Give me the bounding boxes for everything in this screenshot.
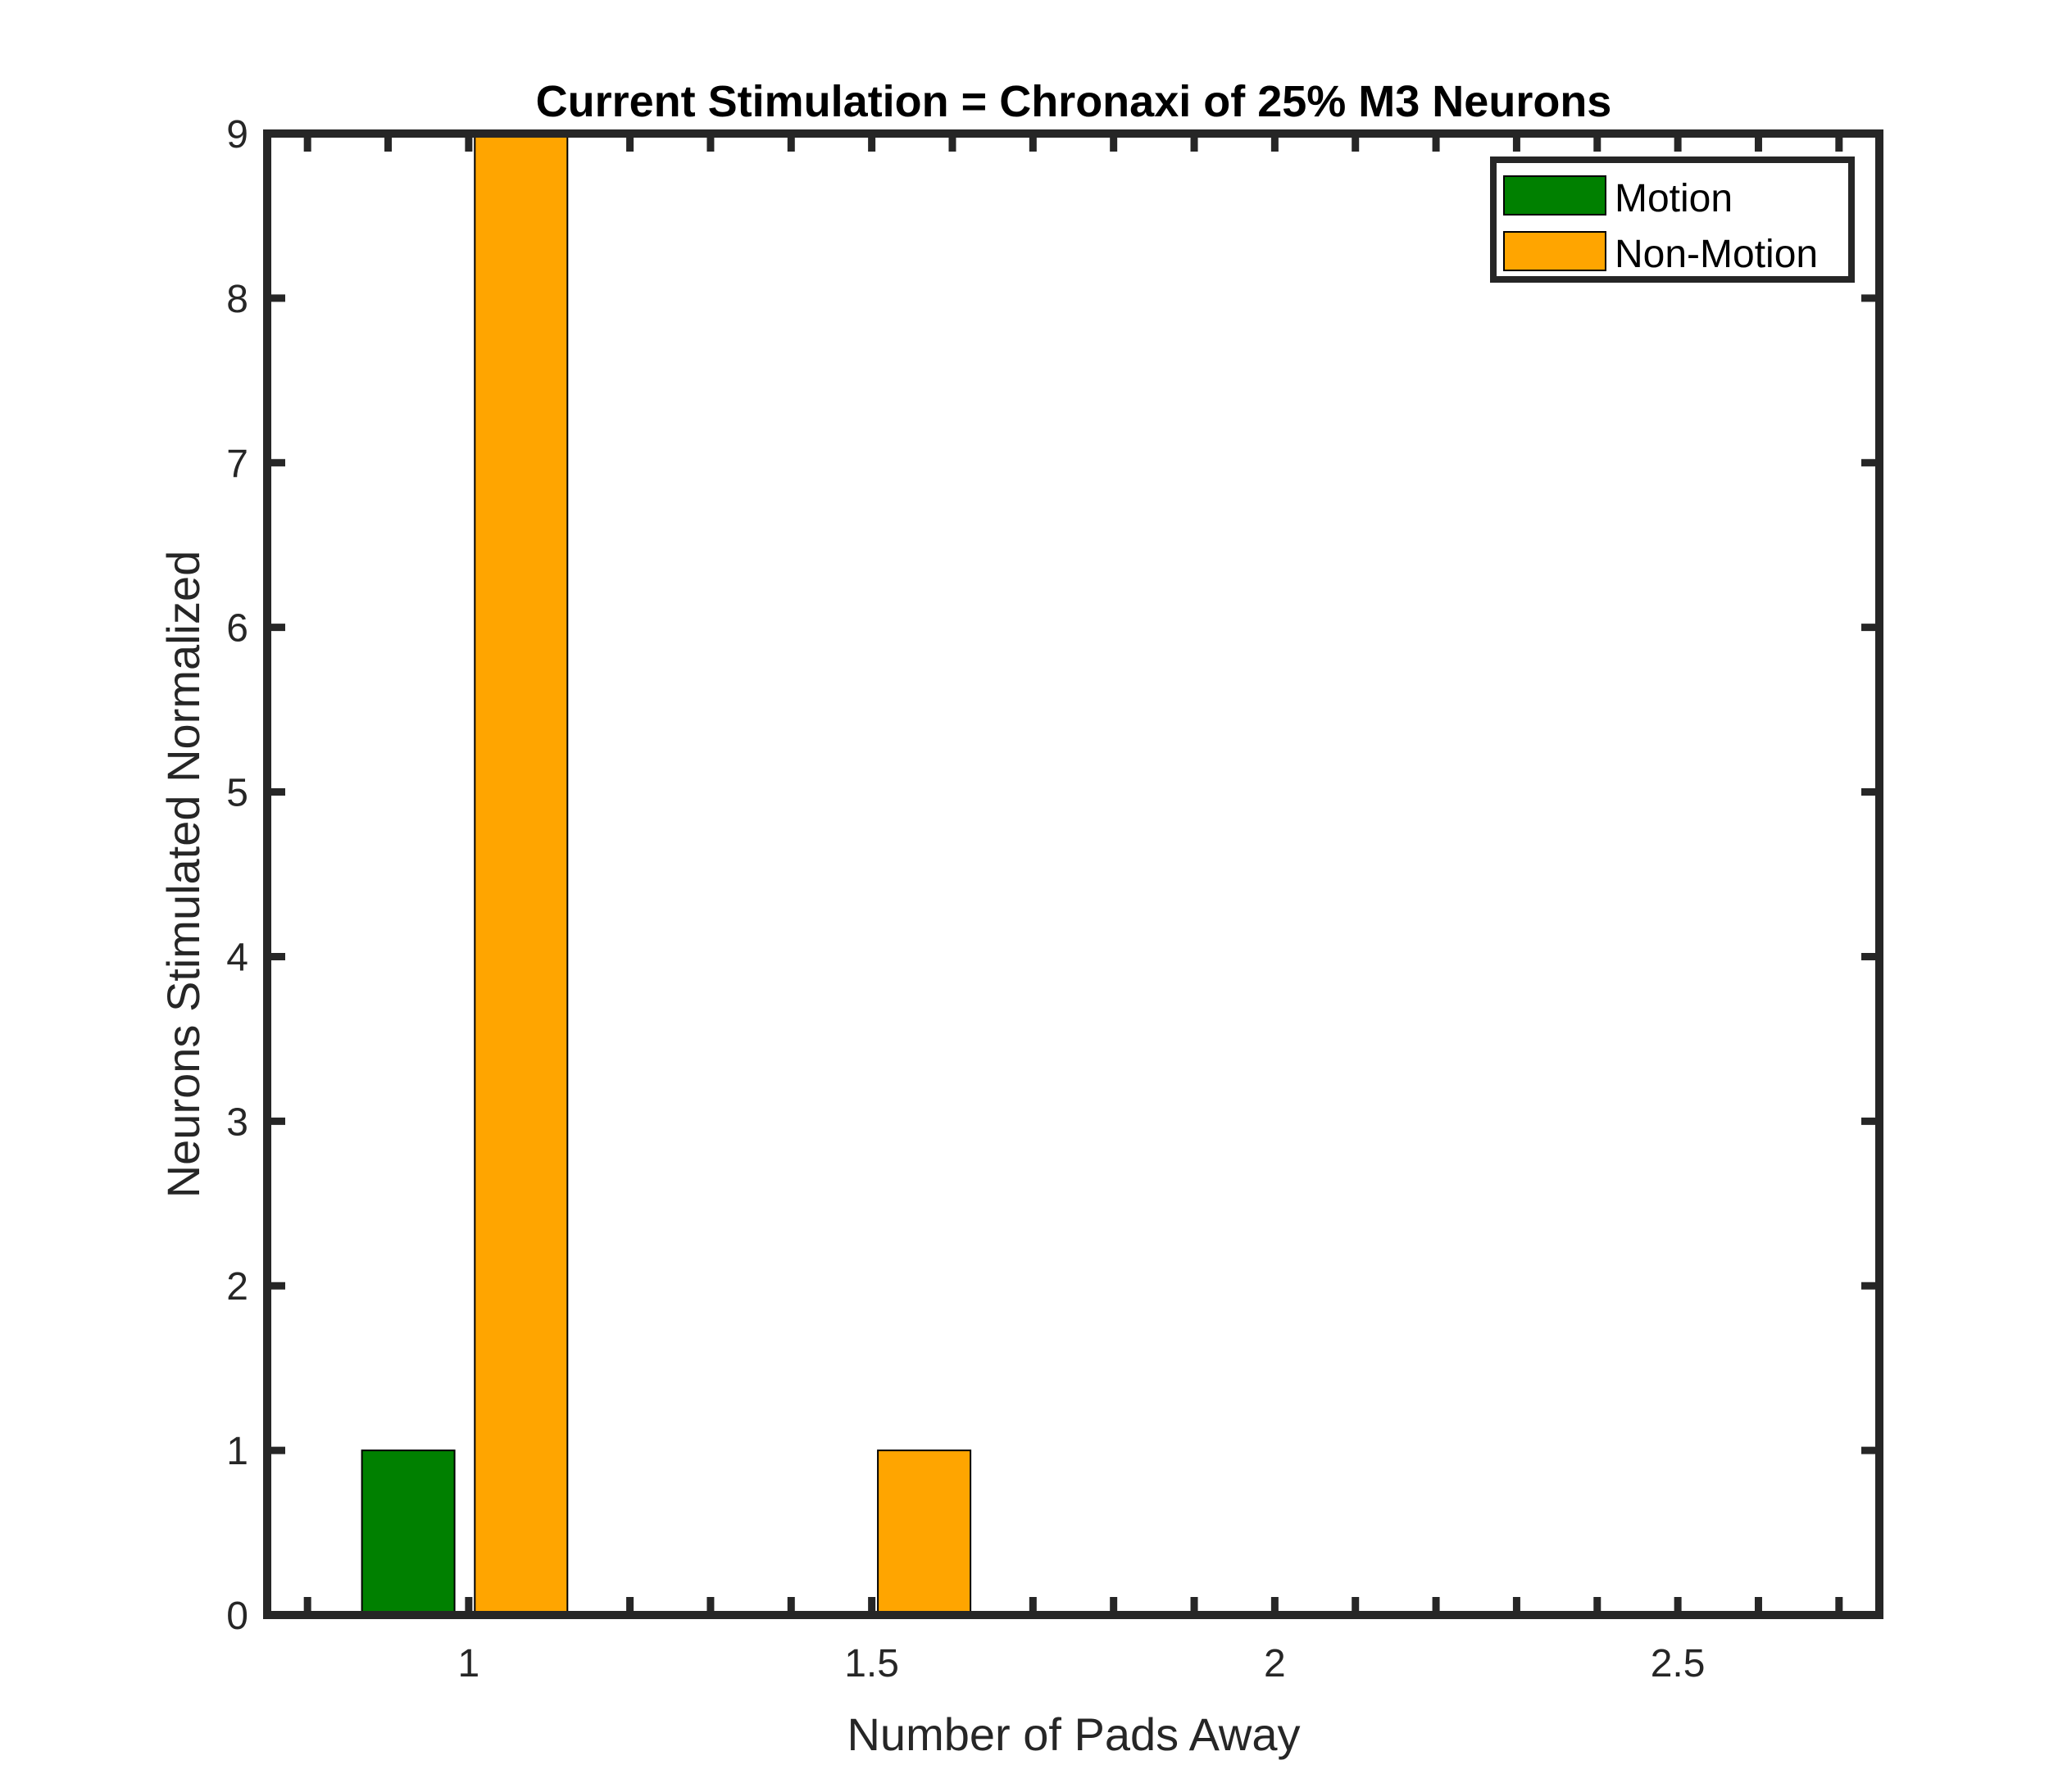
y-tick-label: 8 bbox=[226, 278, 248, 321]
plot-frame bbox=[263, 129, 1883, 1619]
x-tick-label: 1.5 bbox=[844, 1642, 899, 1685]
x-tick-label: 1 bbox=[458, 1642, 480, 1685]
legend-label-motion: Motion bbox=[1615, 177, 1733, 220]
y-tick-label: 2 bbox=[226, 1265, 248, 1309]
y-tick-labels: 0 1 2 3 4 5 6 7 8 9 bbox=[226, 113, 248, 1638]
x-tick-labels: 1 1.5 2 2.5 bbox=[458, 1642, 1706, 1685]
legend: Motion Non-Motion bbox=[1490, 157, 1855, 283]
y-axis-label: Neurons Stimulated Normalized bbox=[157, 551, 209, 1199]
bar-non-motion-0 bbox=[474, 133, 569, 1616]
y-tick-label: 5 bbox=[226, 772, 248, 815]
legend-label-non-motion: Non-Motion bbox=[1615, 233, 1818, 276]
y-tick-label: 7 bbox=[226, 442, 248, 486]
x-tick-label: 2.5 bbox=[1651, 1642, 1706, 1685]
chart-title: Current Stimulation = Chronaxi of 25% M3… bbox=[536, 77, 1612, 126]
y-tick-label: 3 bbox=[226, 1100, 248, 1144]
legend-swatch-non-motion bbox=[1503, 231, 1606, 271]
y-tick-label: 4 bbox=[226, 936, 248, 979]
y-tick-label: 9 bbox=[226, 113, 248, 157]
y-tick-label: 0 bbox=[226, 1595, 248, 1638]
legend-swatch-motion bbox=[1503, 175, 1606, 215]
bar-motion-0 bbox=[361, 1449, 456, 1616]
y-tick-label: 1 bbox=[226, 1430, 248, 1473]
y-tick-label: 6 bbox=[226, 607, 248, 651]
x-tick-label: 2 bbox=[1264, 1642, 1286, 1685]
bar-non-motion-1 bbox=[877, 1449, 972, 1616]
x-axis-label: Number of Pads Away bbox=[847, 1708, 1300, 1760]
